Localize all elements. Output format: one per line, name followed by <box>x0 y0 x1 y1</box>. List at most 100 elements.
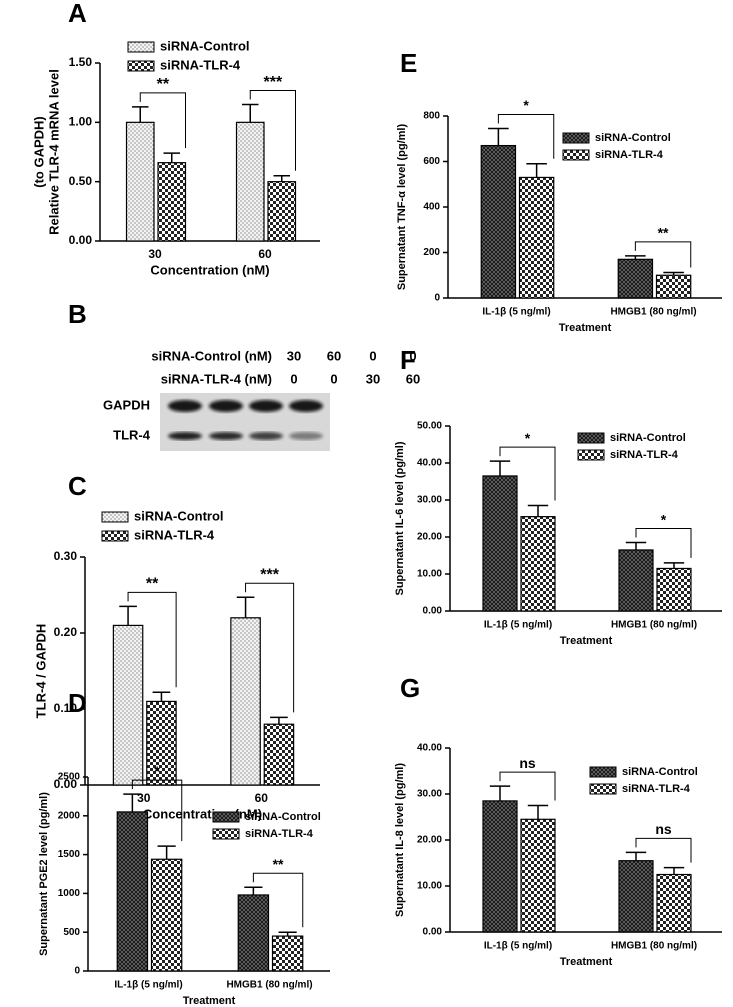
legend-label: siRNA-Control <box>134 508 224 523</box>
significance-bracket <box>499 771 556 801</box>
bar <box>157 162 187 242</box>
bar <box>112 624 144 786</box>
significance-bracket <box>635 837 692 863</box>
y-tick-label: 30.00 <box>417 789 442 800</box>
y-axis-label: Supernatant PGE2 level (pg/ml) <box>38 792 50 956</box>
significance-label: * <box>523 97 529 113</box>
y-tick-label: 20.00 <box>417 532 442 543</box>
row-value: 30 <box>366 371 380 386</box>
x-tick-label: HMGB1 (80 ng/ml) <box>611 620 697 631</box>
y-tick-label: 0.00 <box>423 606 443 617</box>
y-tick-label: 600 <box>423 156 440 167</box>
y-tick-label: 1.00 <box>69 115 93 129</box>
legend-swatch <box>101 530 129 542</box>
bar <box>116 811 149 972</box>
error-bar <box>273 174 290 182</box>
bar <box>655 274 692 299</box>
significance-label: *** <box>260 566 279 583</box>
x-tick-label: 60 <box>255 791 269 805</box>
y-axis-label: Supernatant IL-6 level (pg/ml) <box>394 441 406 595</box>
error-bar <box>163 152 180 163</box>
error-bar <box>278 931 297 937</box>
x-axis-label: Treatment <box>560 956 613 968</box>
x-tick-label: HMGB1 (80 ng/ml) <box>226 980 312 991</box>
error-bar <box>489 460 511 476</box>
y-tick-label: 500 <box>63 927 80 938</box>
blot-band <box>249 400 283 412</box>
bar <box>656 567 692 612</box>
error-bar <box>625 255 646 260</box>
legend-label: siRNA-TLR-4 <box>245 828 314 840</box>
significance-label: *** <box>264 74 283 91</box>
significance-bracket <box>245 582 295 713</box>
error-bar <box>663 562 685 569</box>
error-bar <box>625 851 647 861</box>
significance-bracket <box>497 114 555 159</box>
x-tick-label: IL-1β (5 ng/ml) <box>484 941 552 952</box>
blot-band <box>168 400 202 412</box>
y-tick-label: 10.00 <box>417 569 442 580</box>
row-value: 0 <box>290 371 297 386</box>
legend-swatch <box>589 783 617 795</box>
error-bar <box>527 504 549 517</box>
legend-label: siRNA-Control <box>610 432 686 444</box>
y-tick-label: 40.00 <box>417 458 442 469</box>
y-axis-label: TLR-4 / GAPDH <box>33 624 48 719</box>
significance-bracket <box>139 92 186 149</box>
bar <box>656 873 692 933</box>
blot-band <box>168 432 202 440</box>
bar <box>518 176 555 299</box>
bar <box>263 723 295 786</box>
panel-letter: F <box>400 345 416 375</box>
blot-band <box>289 400 323 412</box>
significance-bracket <box>634 241 692 268</box>
significance-label: * <box>525 430 531 446</box>
x-tick-label: IL-1β (5 ng/ml) <box>482 307 550 318</box>
y-tick-label: 0.00 <box>423 927 443 938</box>
significance-label: ** <box>157 76 170 93</box>
y-tick-label: 30.00 <box>417 495 442 506</box>
row-value: 0 <box>369 348 376 363</box>
error-bar <box>244 886 263 895</box>
blot-band <box>289 432 323 440</box>
legend-swatch <box>562 149 590 161</box>
significance-bracket <box>131 779 183 842</box>
row-value: 0 <box>409 348 416 363</box>
x-tick-label: HMGB1 (80 ng/ml) <box>610 307 696 318</box>
y-tick-label: 0.30 <box>54 549 78 563</box>
row-label: siRNA-TLR-4 (nM) <box>161 371 272 386</box>
error-bar <box>152 691 171 702</box>
y-tick-label: 0.20 <box>54 625 78 639</box>
y-tick-label: 2000 <box>58 810 81 821</box>
bar <box>480 144 517 299</box>
legend-swatch <box>101 511 129 523</box>
y-tick-label: 20.00 <box>417 835 442 846</box>
x-axis-label: Concentration (nM) <box>150 262 269 277</box>
error-bar <box>132 106 149 123</box>
y-axis-label: Supernatant IL-8 level (pg/ml) <box>394 763 406 917</box>
error-bar <box>242 103 259 123</box>
y-tick-label: 10.00 <box>417 881 442 892</box>
legend-swatch <box>212 811 240 823</box>
panel-letter: E <box>400 48 417 78</box>
x-tick-label: IL-1β (5 ng/ml) <box>114 980 182 991</box>
legend-swatch <box>577 449 605 461</box>
legend-swatch <box>577 432 605 444</box>
y-tick-label: 1500 <box>58 849 81 860</box>
x-tick-label: IL-1β (5 ng/ml) <box>484 620 552 631</box>
row-value: 60 <box>406 371 420 386</box>
error-bar <box>625 541 647 550</box>
significance-label: ** <box>273 856 284 872</box>
y-tick-label: 50.00 <box>417 421 442 432</box>
x-tick-label: 60 <box>258 247 272 261</box>
legend-swatch <box>212 828 240 840</box>
legend-label: siRNA-TLR-4 <box>134 527 215 542</box>
significance-bracket <box>252 872 304 928</box>
error-bar <box>157 845 176 860</box>
y-tick-label: 1.50 <box>69 55 93 69</box>
y-axis-label: Supernatant TNF-α level (pg/ml) <box>396 124 408 291</box>
legend-swatch <box>127 60 155 72</box>
significance-label: ** <box>658 225 669 241</box>
significance-label: * <box>154 763 160 779</box>
bar <box>520 516 556 612</box>
